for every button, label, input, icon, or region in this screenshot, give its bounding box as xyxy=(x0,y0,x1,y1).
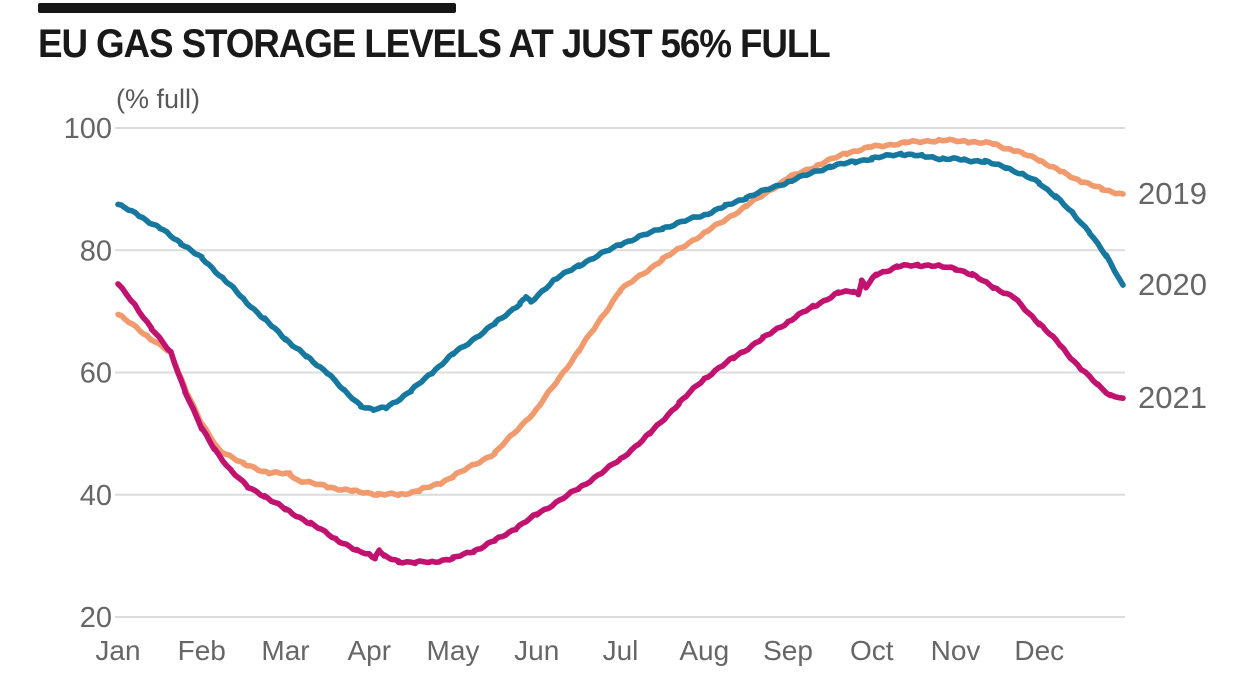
y-tick-label-80: 80 xyxy=(80,235,112,267)
redacted-logo-bar xyxy=(38,3,456,13)
series-label-2020: 2020 xyxy=(1138,267,1207,302)
x-tick-label-jan: Jan xyxy=(95,635,140,666)
y-tick-label-20: 20 xyxy=(80,602,112,634)
x-tick-label-apr: Apr xyxy=(347,635,391,666)
x-tick-label-sep: Sep xyxy=(763,635,813,666)
y-tick-label-100: 100 xyxy=(64,113,112,145)
x-tick-label-may: May xyxy=(427,635,480,666)
chart-title: EU GAS STORAGE LEVELS AT JUST 56% FULL xyxy=(38,22,831,66)
x-tick-label-oct: Oct xyxy=(850,635,894,666)
series-line-2020 xyxy=(115,150,1126,414)
series-line-2021 xyxy=(115,261,1126,567)
series-line-2019 xyxy=(115,136,1126,499)
x-tick-label-mar: Mar xyxy=(261,635,309,666)
x-tick-label-nov: Nov xyxy=(931,635,981,666)
y-axis-unit-label: (% full) xyxy=(116,84,201,114)
series-label-2019: 2019 xyxy=(1138,176,1207,211)
series-label-2021: 2021 xyxy=(1138,380,1207,415)
x-tick-label-dec: Dec xyxy=(1014,635,1064,666)
x-tick-label-jul: Jul xyxy=(603,635,639,666)
x-tick-label-jun: Jun xyxy=(514,635,559,666)
y-tick-label-40: 40 xyxy=(80,480,112,512)
y-tick-label-60: 60 xyxy=(80,358,112,390)
x-tick-label-aug: Aug xyxy=(679,635,729,666)
x-tick-label-feb: Feb xyxy=(178,635,226,666)
